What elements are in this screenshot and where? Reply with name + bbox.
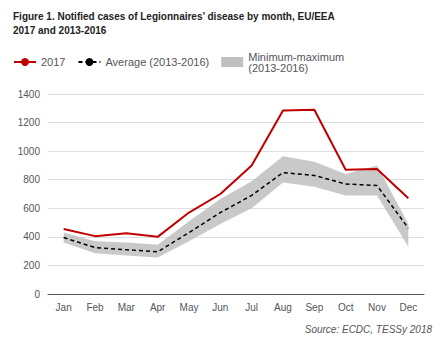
svg-text:Dec: Dec xyxy=(399,302,417,313)
svg-text:Feb: Feb xyxy=(86,302,104,313)
svg-text:0: 0 xyxy=(34,289,40,300)
svg-text:400: 400 xyxy=(23,231,40,242)
svg-text:2017: 2017 xyxy=(41,56,65,68)
svg-text:1000: 1000 xyxy=(18,146,41,157)
svg-text:Minimum-maximum: Minimum-maximum xyxy=(248,50,345,63)
svg-text:2017 and 2013-2016: 2017 and 2013-2016 xyxy=(13,25,107,36)
svg-text:Average (2013-2016): Average (2013-2016) xyxy=(105,56,209,68)
svg-text:800: 800 xyxy=(23,174,40,185)
svg-text:Oct: Oct xyxy=(338,302,354,313)
svg-text:1200: 1200 xyxy=(18,117,41,128)
svg-text:Sep: Sep xyxy=(305,302,323,313)
svg-text:May: May xyxy=(180,302,199,313)
svg-text:600: 600 xyxy=(23,203,40,214)
svg-text:Jul: Jul xyxy=(245,302,258,313)
svg-text:(2013-2016): (2013-2016) xyxy=(248,62,308,74)
svg-text:1400: 1400 xyxy=(18,89,41,100)
svg-text:Nov: Nov xyxy=(368,302,386,313)
svg-text:Jan: Jan xyxy=(56,302,72,313)
svg-text:Figure 1. Notified cases of Le: Figure 1. Notified cases of Legionnaires… xyxy=(13,11,335,22)
svg-text:Source: ECDC, TESSy 2018: Source: ECDC, TESSy 2018 xyxy=(305,324,433,335)
svg-text:Aug: Aug xyxy=(274,302,292,313)
svg-text:Mar: Mar xyxy=(118,302,136,313)
svg-text:Jun: Jun xyxy=(212,302,228,313)
svg-text:Apr: Apr xyxy=(150,302,166,313)
svg-text:200: 200 xyxy=(23,260,40,271)
